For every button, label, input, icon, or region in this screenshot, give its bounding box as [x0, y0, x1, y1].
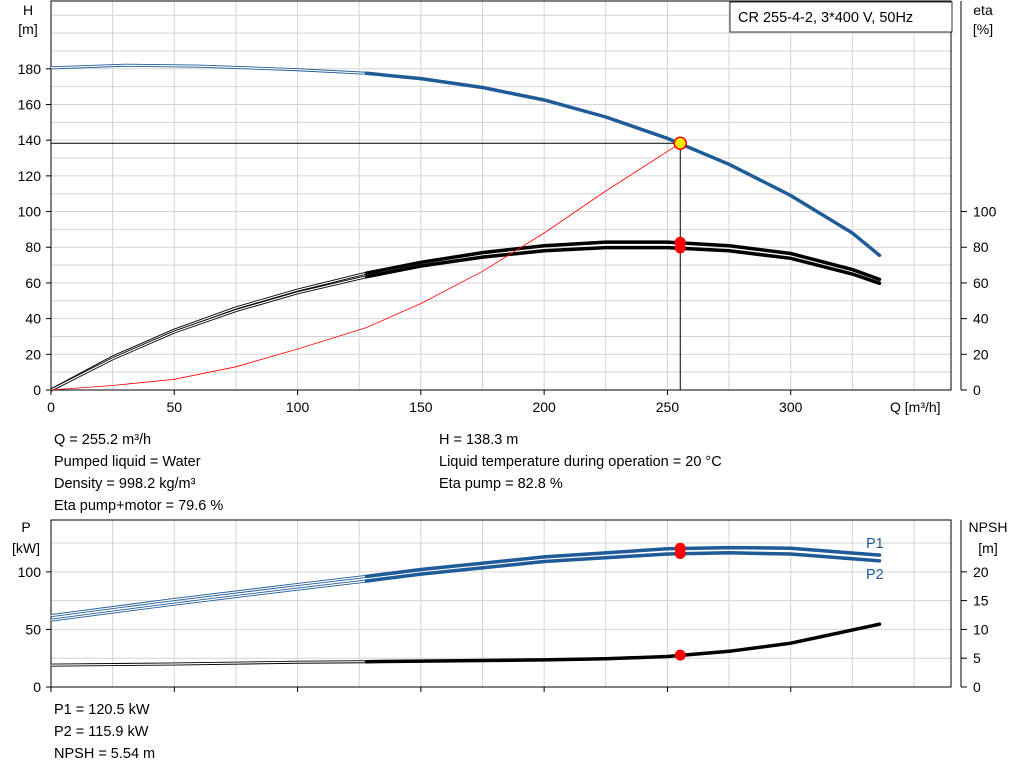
- y-left-unit: [m]: [18, 21, 37, 37]
- curves: [50, 542, 882, 667]
- power-npsh-chart: 0 50 100 0 5 10 15 20 P [kW] NPSH [m] P1 P2: [12, 519, 1008, 695]
- p2-series-label: P2: [866, 567, 884, 583]
- y-left-tick-label: 120: [18, 168, 42, 184]
- y-right-tick-label: 60: [973, 275, 989, 291]
- y-right-label: eta: [973, 2, 993, 18]
- h-curve: [364, 71, 882, 258]
- grid: [50, 0, 962, 391]
- p2-readout: P2 = 115.9 kW: [54, 724, 149, 740]
- p1-readout: P1 = 120.5 kW: [54, 702, 150, 718]
- duty-point-marker: [674, 242, 686, 254]
- density-readout: Density = 998.2 kg/m³: [54, 476, 196, 492]
- eta-pump-motor-curve-extended-inner: [50, 276, 367, 391]
- flow-readout: Q = 255.2 m³/h: [54, 432, 152, 448]
- h-curve-extended-inner: [50, 64, 367, 74]
- operating-point-marker: [673, 136, 688, 150]
- eta-pump-readout: Eta pump = 82.8 %: [439, 476, 563, 492]
- y-right-label: NPSH: [969, 519, 1008, 535]
- chart-title-box: CR 255-4-2, 3*400 V, 50Hz: [729, 1, 953, 33]
- y-right-tick-label: 100: [973, 204, 997, 220]
- p1-series-label: P1: [866, 536, 884, 552]
- y-left-tick-label: 50: [25, 621, 41, 637]
- y-left-tick-label: 180: [18, 61, 42, 77]
- top-info-left: Q = 255.2 m³/h Pumped liquid = Water Den…: [54, 429, 223, 517]
- p2-curve-extended-inner: [50, 580, 367, 621]
- y-left-tick-label: 60: [25, 275, 41, 291]
- y-right-tick-label: 15: [973, 593, 989, 609]
- chart-title: CR 255-4-2, 3*400 V, 50Hz: [738, 10, 913, 26]
- y-right-tick-label: 20: [973, 564, 989, 580]
- x-tick-label: 0: [47, 399, 55, 415]
- y-right-tick-label: 10: [973, 621, 989, 637]
- y-left-tick-label: 100: [18, 204, 42, 220]
- head-readout: H = 138.3 m: [439, 432, 519, 448]
- eta-pump-curve: [364, 240, 882, 282]
- y-left-tick-label: 0: [33, 679, 41, 695]
- plot-frame: [50, 519, 952, 688]
- y-left-tick-label: 40: [25, 311, 41, 327]
- x-tick-label: 250: [656, 399, 680, 415]
- y-left-unit: [kW]: [12, 540, 40, 556]
- top-info-right: H = 138.3 m Liquid temperature during op…: [439, 429, 722, 495]
- x-tick-label: 100: [286, 399, 310, 415]
- y-right-unit: [%]: [973, 21, 993, 37]
- p1-curve: [364, 545, 882, 579]
- y-left-tick-label: 20: [25, 346, 41, 362]
- tick-labels: 0 50 100 150 200 250 3000204060801001201401601…: [18, 61, 997, 415]
- duty-point-marker: [674, 548, 686, 560]
- x-axis-label: Q [m³/h]: [890, 399, 941, 415]
- y-right-tick-label: 40: [973, 311, 989, 327]
- y-right-tick-label: 20: [973, 346, 989, 362]
- bottom-info: P1 = 120.5 kW P2 = 115.9 kW NPSH = 5.54 …: [54, 699, 155, 765]
- y-left-tick-label: 100: [18, 564, 42, 580]
- tick-labels: 0 50 100 0 5 10 15 20: [18, 564, 989, 695]
- y-left-label: H: [23, 2, 33, 18]
- plot-frame: [50, 0, 952, 391]
- duty-point-marker: [674, 649, 686, 661]
- y-right-tick-label: 0: [973, 679, 981, 695]
- npsh-curve-extended-inner: [50, 661, 367, 666]
- y-right-tick-label: 5: [973, 650, 981, 666]
- eta-pump-motor-readout: Eta pump+motor = 79.6 %: [54, 498, 224, 514]
- y-right-unit: [m]: [978, 540, 997, 556]
- y-right-tick-label: 80: [973, 239, 989, 255]
- eta-pump-motor-curve-extended: [50, 275, 367, 392]
- liquid-temperature-readout: Liquid temperature during operation = 20…: [439, 454, 722, 470]
- eta-pump-motor-curve: [364, 245, 882, 286]
- npsh-readout: NPSH = 5.54 m: [54, 746, 156, 762]
- x-tick-label: 200: [532, 399, 556, 415]
- p1-curve-extended-inner: [50, 575, 367, 617]
- pumped-liquid-readout: Pumped liquid = Water: [54, 454, 201, 470]
- head-efficiency-chart: 0 50 100 150 200 250 3000204060801001201401601…: [18, 0, 997, 415]
- x-tick-label: 150: [409, 399, 433, 415]
- y-left-tick-label: 160: [18, 96, 42, 112]
- y-left-tick-label: 0: [33, 382, 41, 398]
- p2-curve: [364, 551, 882, 583]
- grid: [50, 519, 962, 688]
- x-tick-label: 50: [166, 399, 182, 415]
- npsh-curve: [364, 622, 882, 664]
- y-left-label: P: [21, 519, 30, 535]
- system-curve: [50, 142, 681, 391]
- y-left-tick-label: 80: [25, 239, 41, 255]
- y-left-tick-label: 140: [18, 132, 42, 148]
- y-right-tick-label: 0: [973, 382, 981, 398]
- curves: [50, 63, 882, 392]
- x-tick-label: 300: [779, 399, 803, 415]
